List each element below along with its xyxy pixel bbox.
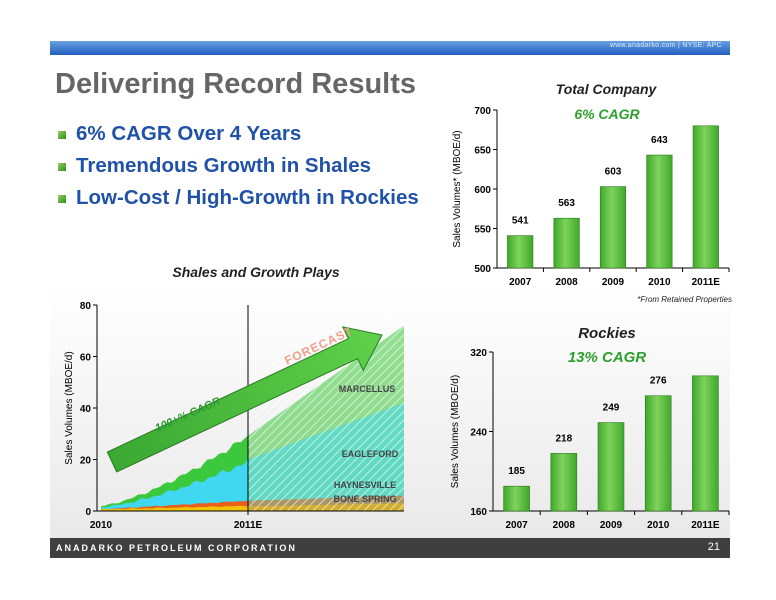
bar <box>597 422 625 512</box>
bar <box>644 395 672 512</box>
x-tick-label: 2010 <box>648 277 671 288</box>
bar <box>599 186 627 269</box>
data-label: 603 <box>605 167 622 178</box>
x-tick-label: 2009 <box>602 277 625 288</box>
bullet-text: 6% CAGR Over 4 Years <box>76 122 302 145</box>
bullet-text: Low-Cost / High-Growth in Rockies <box>76 186 419 209</box>
x-tick-label: 2007 <box>509 277 532 288</box>
data-label: 563 <box>558 198 575 209</box>
bar <box>507 235 534 269</box>
y-tick-label: 20 <box>80 456 92 467</box>
bar <box>646 154 673 269</box>
chart-title: Shales and Growth Plays <box>172 264 339 280</box>
cagr-label: 13% CAGR <box>568 349 647 366</box>
x-tick-label: 2008 <box>553 520 576 531</box>
y-tick-label: 160 <box>470 507 487 518</box>
chart-title: Rockies <box>578 325 636 342</box>
bar <box>503 485 530 512</box>
x-tick-label: 2011E <box>692 277 721 288</box>
bullet-icon <box>58 163 66 171</box>
data-label: 249 <box>603 403 620 414</box>
y-axis-label: Sales Volumes (MBOE/d) <box>450 375 461 488</box>
series-label: MARCELLUS <box>339 384 396 394</box>
area-actual-eagleford <box>101 459 248 511</box>
series-label: BONE SPRING <box>333 494 396 504</box>
y-tick-label: 60 <box>80 353 92 364</box>
chart-footnote: *From Retained Properties <box>637 295 732 304</box>
bar <box>692 375 719 512</box>
bar <box>550 453 578 512</box>
header-bar: www.anadarko.com | NYSE: APC <box>50 41 730 55</box>
data-label: 643 <box>651 135 668 146</box>
bullet-icon <box>58 131 66 139</box>
series-label: EAGLEFORD <box>342 449 399 459</box>
bullet-text: Tremendous Growth in Shales <box>76 154 372 177</box>
data-label: 541 <box>512 216 529 227</box>
cagr-label: 6% CAGR <box>574 106 640 122</box>
y-tick-label: 550 <box>474 225 491 236</box>
y-tick-label: 600 <box>474 185 491 196</box>
x-tick-label: 2010 <box>90 520 113 531</box>
y-axis-label: Sales Volumes* (MBOE/d) <box>452 130 463 247</box>
y-tick-label: 700 <box>474 106 491 117</box>
y-axis-label: Sales Volumes (MBOE/d) <box>64 351 75 464</box>
series-label: HAYNESVILLE <box>334 480 396 490</box>
x-tick-label: 2011E <box>234 520 263 531</box>
growth-arrow-shape <box>106 326 383 473</box>
x-tick-label: 2010 <box>647 520 670 531</box>
bar <box>553 217 580 269</box>
y-tick-label: 0 <box>85 507 91 518</box>
area-actual-bone-spring <box>101 505 248 511</box>
y-tick-label: 500 <box>474 264 491 275</box>
y-tick-label: 40 <box>80 404 92 415</box>
data-label: 185 <box>508 466 525 477</box>
y-tick-label: 650 <box>474 146 491 157</box>
site-link-text[interactable]: www.anadarko.com | NYSE: APC <box>609 42 722 49</box>
footer-bar: ANADARKO PETROLEUM CORPORATION 21 <box>50 538 730 558</box>
x-tick-label: 2009 <box>600 520 623 531</box>
slide-title: Delivering Record Results <box>55 68 416 100</box>
bullet-icon <box>58 195 66 203</box>
growth-arrow <box>106 326 383 473</box>
x-tick-label: 2007 <box>505 520 528 531</box>
y-tick-label: 240 <box>470 428 487 439</box>
y-tick-label: 80 <box>80 301 92 312</box>
page-number: 21 <box>707 541 720 553</box>
data-label: 276 <box>650 376 667 387</box>
footer-company: ANADARKO PETROLEUM CORPORATION <box>56 543 297 553</box>
bar <box>692 125 719 269</box>
y-tick-label: 320 <box>470 348 487 359</box>
chart-title: Total Company <box>556 81 658 97</box>
x-tick-label: 2008 <box>555 277 578 288</box>
x-tick-label: 2011E <box>691 520 720 531</box>
data-label: 218 <box>555 433 572 444</box>
